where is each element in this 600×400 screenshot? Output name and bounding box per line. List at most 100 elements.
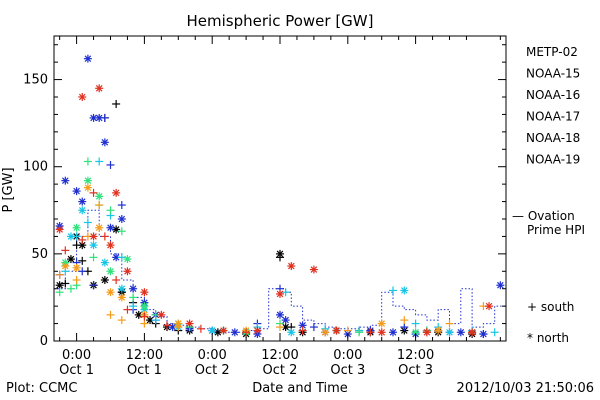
north-point	[72, 187, 81, 196]
north-point	[281, 316, 290, 325]
south-point	[78, 267, 87, 276]
south-point	[309, 323, 318, 332]
legend-north-marker: * north	[527, 331, 569, 345]
x-tick-time: 0:00	[62, 348, 91, 363]
north-point	[100, 276, 109, 284]
south-point	[163, 321, 171, 330]
north-point	[112, 225, 121, 234]
y-tick-label: 150	[23, 73, 48, 88]
ovation-hpi-line	[54, 209, 506, 333]
x-tick-time: 0:00	[333, 348, 362, 363]
north-point	[309, 265, 318, 274]
legend-item-noaa-18: NOAA-18	[526, 131, 580, 145]
south-point	[140, 312, 149, 321]
x-tick-date: Oct 2	[195, 363, 230, 378]
north-point	[89, 232, 98, 241]
south-point	[400, 323, 409, 332]
north-point	[174, 319, 183, 328]
legend-item-noaa-16: NOAA-16	[526, 88, 580, 102]
x-tick-date: Oct 1	[127, 363, 162, 378]
north-point	[485, 302, 494, 311]
y-tick-label: 0	[40, 334, 48, 349]
north-point	[95, 113, 104, 122]
north-point	[95, 223, 104, 232]
x-tick-time: 12:00	[126, 348, 163, 363]
south-point	[196, 324, 205, 333]
north-point	[287, 262, 296, 271]
north-point	[89, 241, 98, 250]
south-point	[129, 302, 138, 311]
north-point	[78, 93, 87, 101]
north-point	[434, 326, 443, 335]
south-point	[411, 319, 420, 328]
north-point	[78, 206, 87, 215]
south-point	[117, 316, 126, 325]
north-point	[468, 328, 477, 337]
north-point	[219, 326, 228, 335]
south-point	[281, 288, 290, 297]
chart-title: Hemispheric Power [GW]	[187, 12, 374, 30]
x-tick-date: Oct 3	[330, 363, 365, 378]
north-point	[117, 293, 126, 302]
south-point	[55, 288, 64, 297]
north-point	[253, 326, 262, 335]
south-point	[78, 235, 87, 244]
ovation-hpi-layer	[54, 209, 506, 333]
legend-item-noaa-17: NOAA-17	[526, 110, 580, 124]
x-tick-date: Oct 1	[59, 363, 94, 378]
north-point	[332, 326, 341, 335]
south-point	[100, 232, 109, 241]
north-point	[400, 286, 409, 295]
series-metp-02-south	[61, 99, 431, 335]
south-point	[83, 157, 92, 166]
south-point	[55, 270, 64, 279]
x-tick-date: Oct 3	[398, 363, 433, 378]
south-point	[117, 253, 126, 262]
legend-item-metp-02: METP-02	[526, 45, 578, 59]
y-tick-label: 50	[31, 247, 48, 262]
north-point	[140, 302, 149, 311]
north-point	[445, 328, 454, 337]
north-point	[66, 232, 75, 241]
legend-item-noaa-19: NOAA-19	[526, 153, 580, 167]
north-point	[100, 258, 109, 267]
series-noaa-19-south	[61, 188, 477, 337]
footer-timestamp: 2012/10/03 21:50:06	[457, 381, 594, 396]
north-point	[83, 54, 92, 63]
north-point	[140, 288, 149, 297]
north-point	[129, 284, 138, 293]
south-point	[106, 160, 115, 169]
series-noaa-15-south	[55, 113, 488, 339]
south-point	[490, 328, 499, 337]
south-point	[61, 279, 70, 288]
data-points-layer	[55, 54, 505, 339]
north-point	[61, 262, 70, 271]
north-point	[276, 249, 284, 258]
north-point	[117, 284, 126, 293]
north-point	[321, 328, 330, 337]
x-tick-time: 12:00	[261, 348, 298, 363]
north-point	[146, 316, 155, 325]
south-point	[89, 281, 98, 290]
north-point	[106, 223, 115, 232]
north-point	[123, 267, 132, 276]
south-point	[129, 293, 138, 302]
legend-ovation-line1: — Ovation	[512, 209, 575, 223]
north-point	[55, 225, 64, 234]
south-point	[95, 201, 104, 210]
south-point	[61, 246, 70, 255]
legend-south-marker: + south	[527, 300, 574, 314]
south-point	[106, 206, 115, 215]
south-point	[117, 227, 126, 236]
south-point	[123, 305, 132, 314]
north-point	[230, 328, 239, 337]
south-point	[298, 326, 307, 335]
north-point	[78, 197, 87, 206]
south-point	[72, 276, 81, 284]
south-point	[140, 319, 149, 328]
south-point	[106, 310, 115, 319]
x-axis-label: Date and Time	[252, 381, 348, 396]
north-point	[55, 281, 64, 290]
south-point	[78, 256, 87, 265]
